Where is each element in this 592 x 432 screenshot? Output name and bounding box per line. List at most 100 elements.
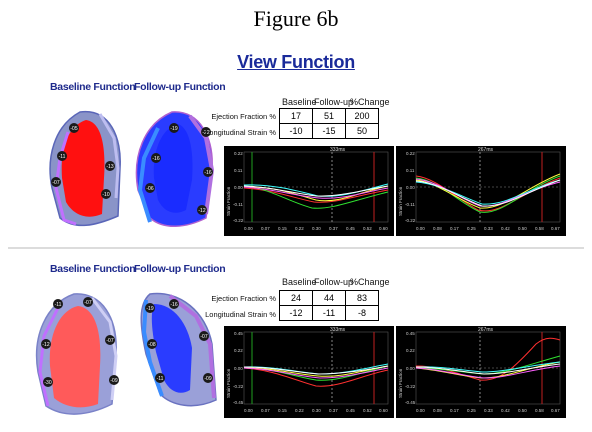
strain-plot-bottom-right: 267ms Strain Fraction 0.45 0.22 0.00 -0.… [396,326,566,418]
plot-timestamp: 333ms [330,147,346,153]
table-row: 24 44 83 [279,290,379,306]
x-tick-label: 0.67 [551,226,560,231]
panel-divider [8,247,584,249]
segment-marker [197,205,207,215]
segment-marker [101,189,111,199]
segment-marker [201,127,211,137]
segment-label: -08 [148,342,155,348]
x-tick-label: 0.00 [244,226,253,231]
x-tick-label: 0.07 [261,226,270,231]
baseline-lv-model: -11 -07 -12 -07 -30 -09 [35,293,119,415]
segment-marker [203,373,213,383]
lv-wall-outline [38,303,62,407]
followup-function-label: Follow-up Function [134,263,226,275]
segment-marker [105,335,115,345]
segment-label: -16 [152,156,159,162]
strain-curve [415,363,561,375]
x-tick-label: 0.07 [261,408,270,413]
followup-lv-model: -19 -16 -07 -08 -11 -09 [140,292,217,407]
x-tick-label: 0.50 [518,226,527,231]
table-cell: -8 [345,305,379,321]
segment-label: -12 [198,208,205,214]
x-tick-label: 0.37 [329,226,338,231]
strain-curves [415,337,561,381]
segment-marker [105,161,115,171]
followup-lv-model: -19 -22 -16 -16 -06 -12 [135,111,215,227]
x-tick-label: 0.45 [346,408,355,413]
segment-label: -11 [59,154,66,160]
table-header-baseline: Baseline [282,97,317,107]
table-header-change: %Change [350,97,390,107]
segment-marker [51,177,61,187]
segment-label: -19 [170,126,177,132]
segment-marker [43,377,53,387]
segment-markers: -19 -22 -16 -16 -06 -12 [145,123,213,215]
x-tick-label: 0.33 [484,408,493,413]
y-tick-label: 0.11 [234,168,243,173]
x-tick-label: 0.25 [467,408,476,413]
x-tick-label: 0.42 [501,408,510,413]
y-tick-label: 0.22 [234,151,243,156]
x-tick-label: 0.00 [416,226,425,231]
y-tick-label: -0.22 [405,218,416,223]
strain-plot-top-left: 333ms Strain Fraction 0.22 0.11 0.00 -0.… [224,146,394,236]
segment-marker [147,339,157,349]
row-label-ejection-fraction: Ejection Fraction % [211,112,276,121]
segment-markers: -19 -16 -07 -08 -11 -09 [145,299,213,383]
x-tick-labels: 0.00 0.08 0.17 0.25 0.33 0.42 0.50 0.58 … [416,226,560,231]
table-row: 17 51 200 [279,108,379,124]
table-cell: 24 [279,290,313,306]
x-tick-label: 0.58 [535,408,544,413]
y-tick-labels: 0.45 0.22 0.00 -0.22 -0.45 [405,331,416,405]
view-function-link[interactable]: View Function [237,52,355,72]
segment-marker [41,339,51,349]
x-tick-label: 0.15 [278,408,287,413]
y-tick-label: 0.45 [234,331,243,336]
strain-plot-top-right: 267ms Strain Fraction 0.22 0.11 0.00 -0.… [396,146,566,236]
followup-function-label: Follow-up Function [134,81,226,93]
y-tick-label: 0.11 [406,168,415,173]
segment-marker [57,151,67,161]
segment-label: -16 [204,170,211,176]
x-tick-label: 0.17 [450,408,459,413]
segment-label: -07 [200,334,207,340]
y-tick-label: 0.45 [406,331,415,336]
y-axis-label: Strain Fraction [398,186,403,216]
y-tick-label: -0.11 [405,202,415,207]
x-tick-label: 0.22 [295,408,304,413]
baseline-function-label: Baseline Function [50,81,136,93]
lv-wall-outline [188,114,215,215]
y-tick-labels: 0.45 0.22 0.00 -0.22 -0.45 [233,331,244,405]
x-tick-label: 0.00 [416,408,425,413]
segment-label: -11 [157,376,164,382]
segment-markers: -05 -11 -07 -13 -10 [51,123,115,199]
y-tick-label: 0.22 [406,151,415,156]
strain-curves [243,183,389,209]
x-tick-label: 0.50 [518,408,527,413]
y-axis-label: Strain Fraction [398,368,403,398]
strain-curve [243,365,389,375]
segment-marker [53,299,63,309]
segment-label: -05 [70,126,77,132]
strain-curve [415,179,561,207]
y-tick-label: -0.11 [233,202,243,207]
y-tick-label: -0.22 [233,218,244,223]
segment-marker [69,123,79,133]
y-tick-labels: 0.22 0.11 0.00 -0.11 -0.22 [233,151,244,223]
strain-curve [243,186,389,199]
baseline-lv-model: -05 -11 -07 -13 -10 [49,111,121,227]
strain-curves [415,173,561,213]
segment-label: -30 [44,380,51,386]
y-tick-label: 0.00 [406,366,415,371]
x-tick-label: 0.42 [501,226,510,231]
lv-cavity [153,124,193,213]
table-cell: 17 [279,108,313,124]
segment-marker [203,167,213,177]
strain-plot-bottom-left: 333ms Strain Fraction 0.45 0.22 0.00 -0.… [224,326,394,418]
x-tick-label: 0.22 [295,226,304,231]
segment-label: -10 [102,192,109,198]
y-tick-label: 0.00 [234,366,243,371]
strain-curve [415,175,561,213]
table-header-change: %Change [350,277,390,287]
table-cell: -15 [312,123,346,139]
